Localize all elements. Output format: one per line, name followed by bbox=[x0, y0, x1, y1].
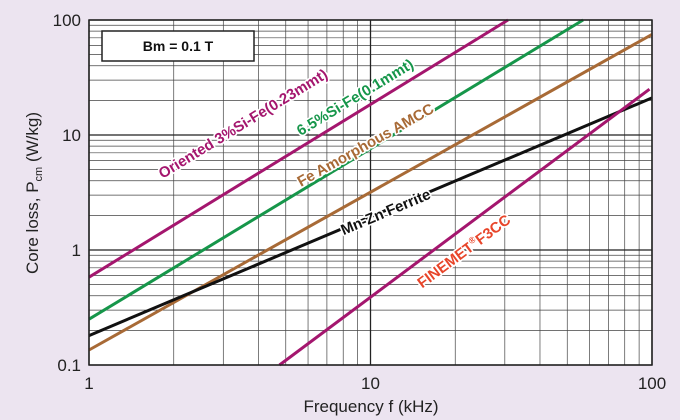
series-line bbox=[88, 18, 584, 321]
annotation-box bbox=[101, 30, 255, 62]
x-tick-label: 10 bbox=[361, 374, 380, 393]
y-tick-label: 1 bbox=[72, 241, 81, 260]
y-axis-title: Core loss, Pcm (W/kg) bbox=[23, 112, 45, 274]
y-axis-title-sub: cm bbox=[33, 167, 45, 182]
y-axis-title-main: Core loss, P bbox=[23, 181, 42, 274]
y-tick-label: 10 bbox=[62, 126, 81, 145]
y-tick-label: 0.1 bbox=[57, 356, 81, 375]
y-tick-label: 100 bbox=[53, 11, 81, 30]
bm-annotation: Bm = 0.1 T bbox=[101, 30, 255, 62]
series-line bbox=[278, 87, 651, 367]
y-axis-title-unit: (W/kg) bbox=[23, 112, 42, 167]
annotation-text: Bm = 0.1 T bbox=[143, 38, 214, 54]
series-lines bbox=[88, 18, 653, 367]
x-tick-label: 1 bbox=[84, 374, 93, 393]
x-tick-label: 100 bbox=[638, 374, 666, 393]
series-line bbox=[88, 96, 653, 337]
series-line bbox=[88, 18, 509, 279]
plot-frame bbox=[88, 19, 653, 366]
x-axis-title: Frequency f (kHz) bbox=[303, 397, 438, 416]
